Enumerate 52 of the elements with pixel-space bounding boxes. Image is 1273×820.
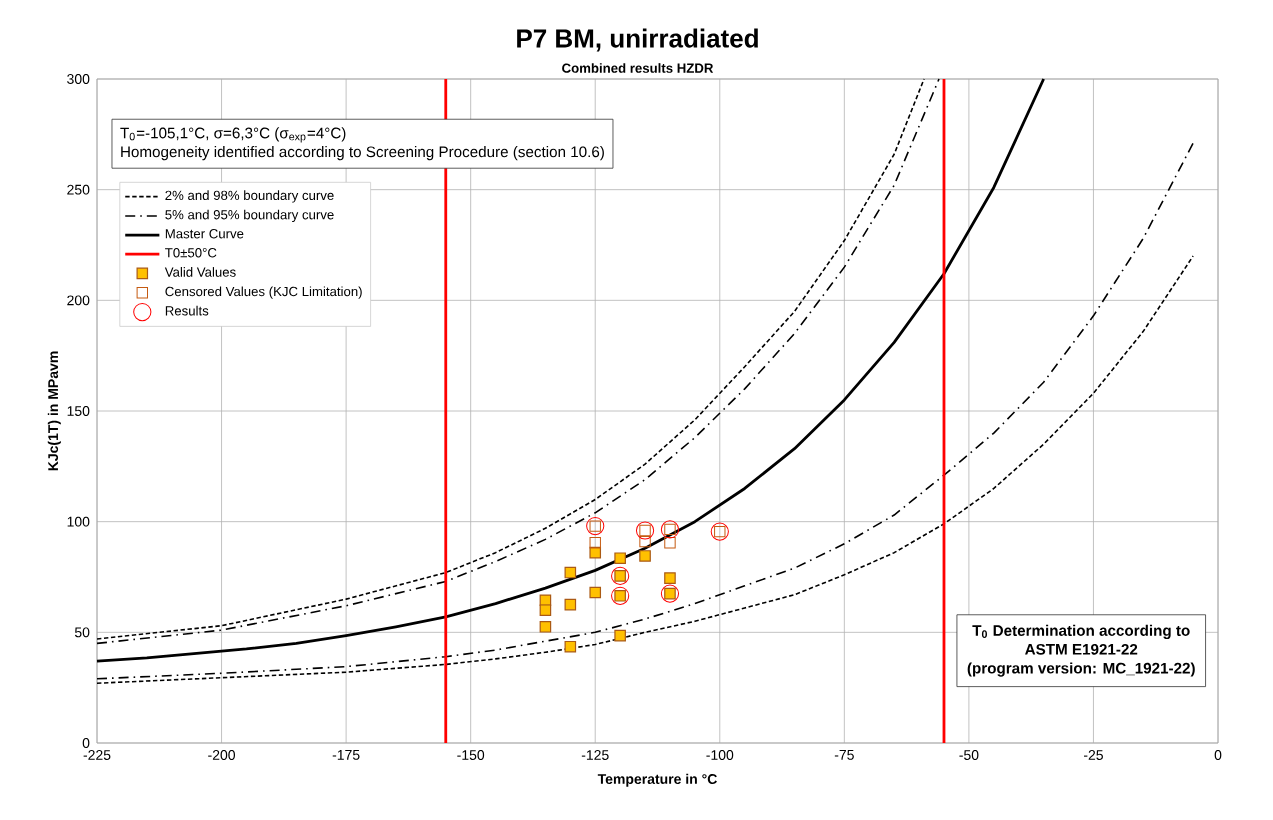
point bbox=[639, 535, 651, 548]
point bbox=[664, 572, 676, 584]
point bbox=[564, 640, 577, 653]
y-axis-title: KJc(1T) in MPavm bbox=[47, 351, 61, 471]
annotation: (program version: MC_1921-22) bbox=[967, 662, 1195, 677]
point bbox=[660, 584, 680, 603]
y-tick-label: 250 bbox=[67, 184, 90, 195]
point bbox=[589, 586, 602, 599]
point bbox=[660, 520, 680, 539]
point bbox=[611, 566, 630, 585]
annotation: T$_{0}$ Determination according to bbox=[972, 624, 1190, 640]
x-tick-label: -25 bbox=[1083, 750, 1103, 760]
x-tick-label: -100 bbox=[706, 750, 734, 760]
y-tick-label: 100 bbox=[67, 516, 90, 527]
x-tick-label: -125 bbox=[581, 750, 609, 760]
x-tick-label: -175 bbox=[332, 750, 360, 760]
x-tick-label: -225 bbox=[83, 750, 111, 760]
point bbox=[710, 522, 729, 541]
annotation: Homogeneity identified according to Screening Procedure (section 10.6) bbox=[121, 146, 604, 161]
y-tick-label: 0 bbox=[82, 738, 90, 748]
y-tick-label: 300 bbox=[67, 74, 90, 84]
point bbox=[564, 598, 577, 611]
chart-subtitle: Combined results HZDR bbox=[562, 63, 714, 73]
y-tick-label: 50 bbox=[74, 627, 90, 638]
x-tick-label: -75 bbox=[834, 750, 854, 760]
y-tick-label: 200 bbox=[67, 295, 90, 306]
x-tick-label: 0 bbox=[1214, 750, 1222, 760]
annotation: T$_{0}$=-105,1°C, σ=6,3°C (σ$_{exp}$=4°C) bbox=[120, 127, 346, 143]
point bbox=[539, 604, 552, 616]
point bbox=[539, 621, 552, 633]
point bbox=[614, 629, 626, 642]
legend-label: Master Curve bbox=[165, 229, 244, 239]
point bbox=[635, 521, 655, 540]
legend-label: 2% and 98% boundary curve bbox=[165, 190, 334, 203]
x-tick-label: -50 bbox=[959, 750, 979, 760]
x-axis-title: Temperature in °C bbox=[597, 773, 717, 787]
legend-label: Valid Values bbox=[164, 267, 236, 277]
legend-label: T0±50°C bbox=[165, 248, 217, 258]
point bbox=[589, 536, 601, 549]
x-tick-label: -150 bbox=[457, 750, 485, 760]
legend-label: Results bbox=[165, 305, 209, 316]
legend-label: 5% and 95% boundary curve bbox=[165, 209, 334, 222]
point bbox=[564, 566, 577, 579]
point bbox=[639, 550, 651, 562]
annotation: ASTM E1921-22 bbox=[1025, 643, 1138, 655]
chart-title: P7 BM, unirradiated bbox=[517, 28, 758, 52]
y-tick-label: 150 bbox=[67, 406, 90, 416]
legend-label: Censored Values (KJC Limitation) bbox=[165, 286, 362, 299]
x-tick-label: -200 bbox=[208, 750, 236, 760]
point bbox=[586, 516, 605, 536]
point bbox=[614, 552, 626, 564]
point bbox=[611, 586, 630, 605]
